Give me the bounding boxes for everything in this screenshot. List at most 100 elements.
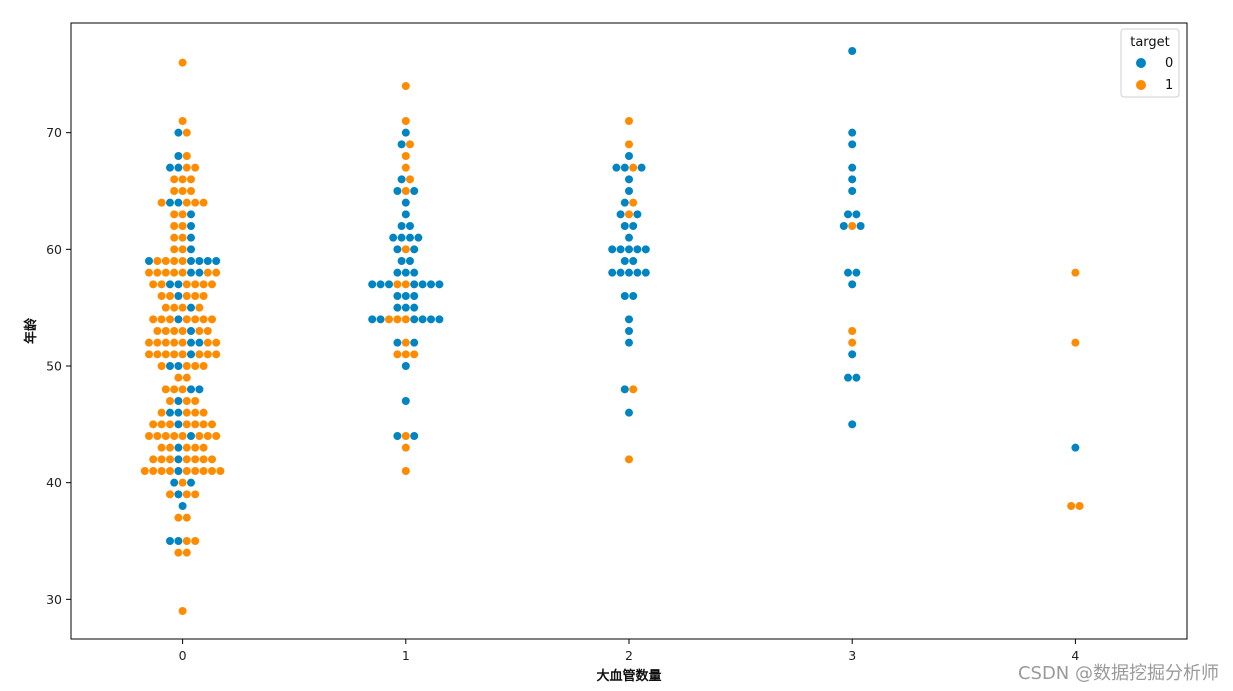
data-point-target-0: [848, 187, 857, 195]
data-point-target-1: [157, 408, 166, 417]
data-point-target-1: [406, 140, 414, 149]
data-point-target-1: [145, 432, 153, 440]
data-point-target-0: [174, 443, 183, 452]
data-point-target-0: [406, 233, 414, 242]
data-point-target-0: [852, 373, 861, 382]
data-point-target-1: [208, 455, 216, 464]
data-point-target-1: [182, 513, 191, 522]
x-tick-label: 1: [402, 648, 410, 663]
data-point-target-0: [368, 280, 377, 289]
data-point-target-1: [178, 432, 187, 440]
data-point-target-0: [629, 257, 638, 265]
data-point-target-0: [166, 198, 174, 207]
data-point-target-1: [170, 233, 179, 242]
data-point-target-1: [182, 198, 191, 207]
x-tick-label: 2: [625, 648, 633, 663]
data-point-target-1: [191, 397, 200, 405]
data-point-target-0: [641, 245, 650, 254]
data-point-target-0: [187, 478, 195, 487]
data-point-target-1: [625, 455, 633, 464]
data-point-target-1: [178, 210, 187, 219]
data-point-target-0: [195, 257, 204, 265]
data-point-target-1: [178, 233, 187, 242]
data-point-target-0: [397, 140, 406, 149]
data-point-target-1: [629, 198, 638, 207]
data-point-target-0: [625, 327, 633, 335]
data-point-target-0: [435, 315, 444, 324]
data-point-target-0: [187, 210, 195, 219]
data-point-target-1: [182, 420, 191, 429]
data-point-target-0: [844, 268, 852, 277]
data-point-target-1: [203, 268, 212, 277]
data-point-target-1: [170, 175, 179, 184]
data-point-target-1: [629, 163, 638, 172]
data-point-target-0: [174, 128, 183, 137]
data-point-target-0: [195, 385, 204, 394]
data-point-target-1: [166, 420, 174, 429]
legend-label-1: 1: [1165, 78, 1173, 93]
data-point-target-1: [401, 187, 410, 195]
data-point-target-1: [178, 117, 187, 125]
data-point-target-1: [199, 467, 208, 475]
y-tick-label: 60: [46, 242, 62, 257]
data-point-target-0: [410, 245, 419, 254]
data-point-target-1: [149, 280, 158, 289]
data-point-target-1: [149, 315, 158, 324]
data-point-target-1: [153, 257, 162, 265]
data-point-target-1: [625, 210, 633, 219]
data-point-target-0: [393, 187, 402, 195]
data-point-target-1: [199, 198, 208, 207]
data-point-target-1: [195, 327, 204, 335]
x-axis-label: 大血管数量: [596, 668, 661, 684]
data-point-target-1: [410, 350, 419, 359]
data-point-target-0: [848, 128, 857, 137]
data-point-target-1: [191, 537, 200, 545]
data-point-target-0: [401, 292, 410, 300]
data-point-target-0: [401, 210, 410, 219]
data-point-target-1: [182, 397, 191, 405]
data-point-target-0: [848, 420, 857, 429]
data-point-target-0: [612, 163, 621, 172]
data-point-target-0: [195, 338, 204, 347]
data-point-target-1: [199, 443, 208, 452]
data-point-target-0: [397, 222, 406, 230]
data-point-target-0: [427, 315, 435, 324]
data-point-target-1: [149, 420, 158, 429]
data-point-target-1: [848, 327, 857, 335]
data-point-target-0: [174, 408, 183, 417]
data-point-target-1: [182, 408, 191, 417]
data-point-target-1: [1067, 502, 1076, 510]
data-point-target-0: [174, 362, 183, 370]
data-point-target-1: [393, 280, 402, 289]
data-point-target-0: [203, 257, 212, 265]
data-point-target-0: [620, 222, 629, 230]
data-point-target-0: [174, 198, 183, 207]
data-point-target-0: [397, 175, 406, 184]
data-point-target-0: [393, 432, 402, 440]
data-point-target-1: [157, 198, 166, 207]
data-point-target-1: [182, 280, 191, 289]
data-point-target-1: [182, 128, 191, 137]
data-point-target-1: [212, 350, 221, 359]
data-point-target-0: [848, 163, 857, 172]
data-point-target-1: [401, 152, 410, 160]
data-point-target-1: [401, 467, 410, 475]
data-point-target-0: [187, 385, 195, 394]
y-tick-label: 50: [46, 359, 62, 374]
data-point-target-1: [191, 163, 200, 172]
data-point-target-1: [216, 467, 225, 475]
data-point-target-0: [620, 198, 629, 207]
data-point-target-0: [625, 152, 633, 160]
data-point-target-0: [401, 198, 410, 207]
legend: target 0 1: [1120, 28, 1180, 98]
x-tick-label: 4: [1071, 648, 1079, 663]
data-point-target-1: [145, 350, 153, 359]
data-point-target-1: [182, 152, 191, 160]
data-point-target-1: [178, 327, 187, 335]
data-point-target-0: [625, 408, 633, 417]
data-point-target-0: [629, 222, 638, 230]
data-point-target-1: [145, 268, 153, 277]
data-point-target-0: [848, 47, 857, 55]
data-point-target-0: [633, 245, 642, 254]
data-point-target-1: [187, 175, 195, 184]
